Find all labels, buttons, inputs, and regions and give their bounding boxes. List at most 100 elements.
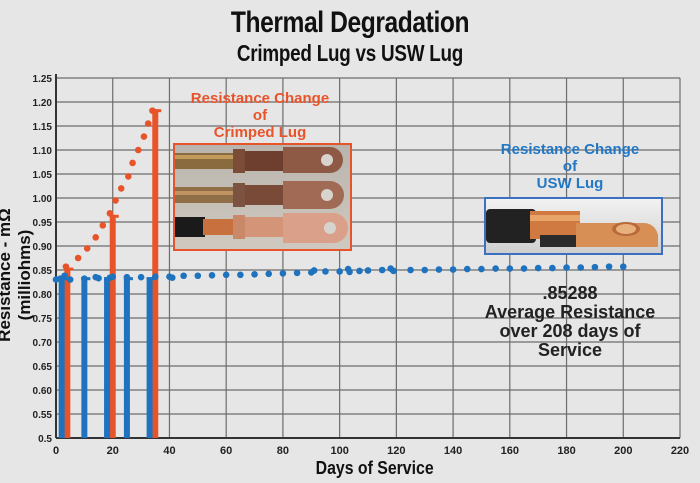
data-point xyxy=(95,274,102,282)
data-point xyxy=(129,159,136,167)
data-point xyxy=(336,268,343,275)
bar xyxy=(104,277,111,438)
data-point xyxy=(322,268,329,275)
data-point xyxy=(492,265,499,272)
y-tick-label: 0.70 xyxy=(33,338,53,349)
y-tick-label: 0.90 xyxy=(33,242,53,253)
data-point xyxy=(591,263,599,271)
crimped-callout-line1: Resistance Change xyxy=(190,90,330,107)
average-line3: Service xyxy=(537,340,603,360)
data-point xyxy=(356,267,363,275)
data-point xyxy=(378,266,386,274)
x-tick-label: 140 xyxy=(444,445,462,457)
usw-lug-photo xyxy=(484,197,663,255)
data-point xyxy=(222,271,230,279)
x-tick-label: 40 xyxy=(163,445,175,457)
data-point xyxy=(81,275,88,282)
data-point xyxy=(293,269,301,277)
bar xyxy=(64,267,71,438)
bar xyxy=(109,214,116,438)
data-point xyxy=(109,273,117,281)
y-tick-label: 0.80 xyxy=(33,290,53,301)
usw-lug-image-icon xyxy=(486,209,658,247)
data-point xyxy=(310,267,318,274)
data-point xyxy=(534,264,542,272)
data-point xyxy=(506,265,514,272)
y-axis-label: Resistance - mΩ (milliohms) xyxy=(0,208,34,342)
y-tick-label: 0.85 xyxy=(33,266,53,277)
data-point xyxy=(62,263,70,270)
chart-title: Thermal Degradation xyxy=(230,6,470,39)
data-point xyxy=(140,133,148,140)
data-point xyxy=(449,266,457,273)
data-point xyxy=(520,265,528,272)
bar xyxy=(81,277,88,438)
y-tick-label: 1.05 xyxy=(33,170,53,181)
usw-callout-line1: Resistance Change xyxy=(500,141,640,158)
bar-cap xyxy=(109,214,119,218)
data-point xyxy=(421,266,429,274)
y-tick-label: 1.25 xyxy=(33,74,53,85)
data-point xyxy=(463,265,471,273)
average-value: .85288 xyxy=(542,283,598,303)
data-point xyxy=(106,210,114,217)
y-tick-label: 0.55 xyxy=(33,410,53,421)
data-point xyxy=(194,272,202,280)
data-point xyxy=(137,273,145,281)
average-line2: over 208 days of xyxy=(499,321,641,341)
crimped-lug-image-icon xyxy=(175,147,348,243)
crimped-lug-photo xyxy=(173,143,352,251)
data-point xyxy=(549,264,556,272)
data-point xyxy=(619,263,627,270)
usw-callout-line2: of xyxy=(562,158,578,175)
x-tick-label: 180 xyxy=(557,445,575,457)
y-tick-label: 1.10 xyxy=(33,146,53,157)
data-point xyxy=(237,271,244,279)
data-point xyxy=(265,270,273,278)
data-point xyxy=(149,107,156,114)
x-tick-label: 20 xyxy=(107,445,119,457)
data-point xyxy=(151,273,159,281)
bar-cap xyxy=(146,277,156,281)
data-point xyxy=(605,263,613,270)
x-tick-label: 0 xyxy=(53,445,59,457)
crimped-callout-line3: Crimped Lug xyxy=(213,124,307,141)
data-point xyxy=(61,272,68,280)
data-point xyxy=(92,234,100,241)
y-tick-label: 0.60 xyxy=(33,386,53,397)
data-point xyxy=(168,274,176,281)
x-tick-label: 100 xyxy=(330,445,348,457)
data-point xyxy=(125,173,132,180)
data-point xyxy=(577,264,585,271)
data-point xyxy=(364,267,372,274)
data-point xyxy=(180,272,187,280)
average-line1: Average Resistance xyxy=(484,302,656,322)
data-point xyxy=(134,146,142,154)
data-point xyxy=(144,120,152,127)
data-point xyxy=(435,266,443,273)
y-tick-label: 0.75 xyxy=(33,314,53,325)
chart-subtitle: Crimped Lug vs USW Lug xyxy=(236,40,464,66)
bar xyxy=(123,277,130,438)
data-point xyxy=(123,273,131,281)
bar-cap xyxy=(152,109,162,113)
data-point xyxy=(117,185,125,192)
data-point xyxy=(112,197,119,204)
y-tick-label: 0.95 xyxy=(33,218,53,229)
data-point xyxy=(66,276,74,283)
crimped-callout-line2: of xyxy=(252,107,268,124)
x-tick-label: 200 xyxy=(614,445,632,457)
data-point xyxy=(407,266,414,274)
x-tick-label: 60 xyxy=(220,445,232,457)
data-point xyxy=(563,264,570,271)
bar xyxy=(146,277,153,438)
data-point xyxy=(478,265,485,273)
y-tick-label: 1.00 xyxy=(33,194,53,205)
data-point xyxy=(83,245,91,252)
y-tick-label: 0.65 xyxy=(33,362,53,373)
data-point xyxy=(346,268,353,276)
data-point xyxy=(390,267,397,275)
data-point xyxy=(208,271,216,279)
y-tick-label: 1.20 xyxy=(33,98,53,109)
bar xyxy=(58,277,65,438)
